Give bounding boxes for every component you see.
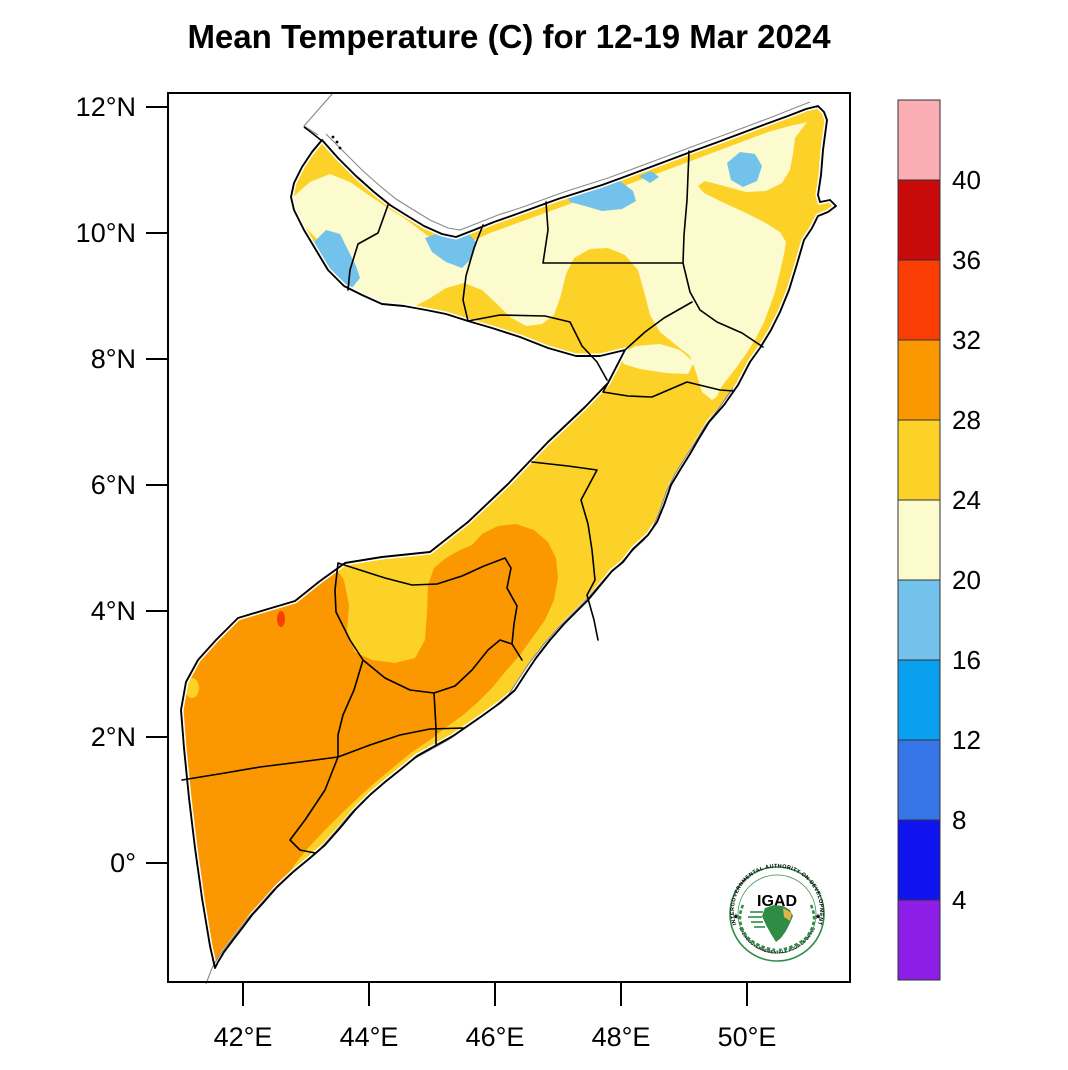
cbar-label: 12 [952,725,981,755]
somalia-border-coastline [180,105,837,969]
cbar-label: 4 [952,885,966,915]
cbar-label: 24 [952,485,981,515]
cbar-seg-20-24 [897,499,941,581]
lat-label: 12°N [76,92,136,122]
temp-spot-hot-32-36c [277,611,285,627]
plot-frame-and-axes: 12°N 10°N 8°N 6°N 4°N 2°N 0° 42°E 44°E 4… [76,92,851,1052]
page-title: Mean Temperature (C) for 12-19 Mar 2024 [187,18,831,55]
lon-label: 42°E [214,1022,273,1052]
lat-label: 2°N [91,722,136,752]
cbar-label: 40 [952,165,981,195]
colorbar-tick-labels: 40 36 32 28 24 20 16 12 8 4 [952,165,981,915]
lon-label: 46°E [466,1022,525,1052]
cbar-seg-28-32 [897,339,941,421]
temp-region-north-20-24c [292,122,824,400]
logo-africa-icon [748,905,793,942]
cbar-seg-32-36 [897,259,941,341]
y-axis [146,106,168,864]
lon-label: 44°E [340,1022,399,1052]
djibouti-coast-fragment [303,92,342,150]
cbar-label: 36 [952,245,981,275]
lon-label: 50°E [718,1022,777,1052]
cbar-label: 20 [952,565,981,595]
lat-label: 6°N [91,470,136,500]
colorbar-legend: 40 36 32 28 24 20 16 12 8 4 [897,99,981,981]
cbar-seg-24-28 [897,419,941,501]
y-axis-labels: 12°N 10°N 8°N 6°N 4°N 2°N 0° [76,92,136,878]
admin-region-boundaries [181,150,764,854]
cbar-label: 32 [952,325,981,355]
x-axis [242,982,748,1006]
logo-acronym: IGAD [757,893,797,910]
logo-star-left-icon: ★ [732,912,739,921]
plot-frame [167,92,851,983]
cbar-seg-above-40 [897,99,941,181]
lon-label: 48°E [592,1022,651,1052]
cbar-seg-4-8 [897,819,941,901]
cbar-label: 16 [952,645,981,675]
temp-region-blue-spots-16-20c [312,152,762,288]
temp-region-neck-pocket-20-24c [618,344,694,374]
logo-star-right-icon: ★ [814,912,821,921]
cbar-label: 28 [952,405,981,435]
logo-wreath-icon [738,904,816,952]
lat-label: 10°N [76,218,136,248]
lat-label: 0° [110,848,136,878]
temp-region-horn-coast-24-28c [698,112,836,402]
somalia-map [178,92,840,985]
lat-label: 8°N [91,344,136,374]
cbar-seg-16-20 [897,579,941,661]
temp-spot-west-24-28c [185,678,199,698]
cbar-label: 8 [952,805,966,835]
cbar-seg-12-16 [897,659,941,741]
cbar-seg-36-40 [897,179,941,261]
cbar-seg-8-12 [897,739,941,821]
cbar-seg-below-4 [897,899,941,981]
x-axis-labels: 42°E 44°E 46°E 48°E 50°E [214,1022,777,1052]
lat-label: 4°N [91,596,136,626]
